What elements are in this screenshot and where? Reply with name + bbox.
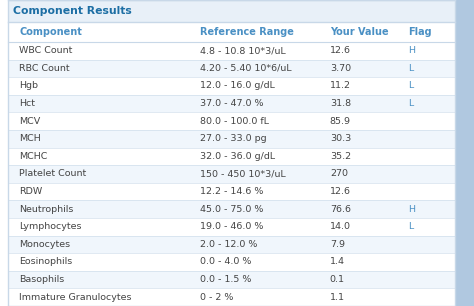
Text: Immature Granulocytes: Immature Granulocytes: [19, 293, 132, 302]
Text: 85.9: 85.9: [330, 117, 351, 126]
Text: Reference Range: Reference Range: [200, 27, 294, 37]
Text: H: H: [408, 205, 415, 214]
Bar: [8, 147, 455, 165]
Text: 12.2 - 14.6 %: 12.2 - 14.6 %: [200, 187, 264, 196]
Text: 1.4: 1.4: [330, 258, 345, 267]
Text: L: L: [408, 99, 413, 108]
Bar: [8, 42, 455, 60]
Bar: [455, 0, 474, 306]
Text: Hct: Hct: [19, 99, 35, 108]
Text: L: L: [408, 222, 413, 231]
Text: 12.6: 12.6: [330, 46, 351, 55]
Bar: [8, 236, 455, 253]
Text: RBC Count: RBC Count: [19, 64, 70, 73]
Text: Component: Component: [19, 27, 82, 37]
Bar: [8, 112, 455, 130]
Bar: [8, 77, 455, 95]
Text: Platelet Count: Platelet Count: [19, 170, 86, 178]
Text: 4.20 - 5.40 10*6/uL: 4.20 - 5.40 10*6/uL: [200, 64, 292, 73]
Bar: [8, 95, 455, 112]
Text: Your Value: Your Value: [330, 27, 389, 37]
Text: Monocytes: Monocytes: [19, 240, 70, 249]
Text: WBC Count: WBC Count: [19, 46, 73, 55]
Text: 1.1: 1.1: [330, 293, 345, 302]
Bar: [8, 218, 455, 236]
Text: 0.0 - 4.0 %: 0.0 - 4.0 %: [200, 258, 252, 267]
Text: 30.3: 30.3: [330, 134, 351, 143]
Bar: [8, 22, 455, 42]
Bar: [8, 183, 455, 200]
Bar: [8, 130, 455, 147]
Text: MCHC: MCHC: [19, 152, 47, 161]
Text: 12.6: 12.6: [330, 187, 351, 196]
Text: 7.9: 7.9: [330, 240, 345, 249]
Text: L: L: [408, 81, 413, 91]
Text: 12.0 - 16.0 g/dL: 12.0 - 16.0 g/dL: [200, 81, 275, 91]
Text: Basophils: Basophils: [19, 275, 64, 284]
Text: 0 - 2 %: 0 - 2 %: [200, 293, 234, 302]
Text: 150 - 450 10*3/uL: 150 - 450 10*3/uL: [200, 170, 286, 178]
Text: 80.0 - 100.0 fL: 80.0 - 100.0 fL: [200, 117, 269, 126]
Bar: [8, 165, 455, 183]
Text: 4.8 - 10.8 10*3/uL: 4.8 - 10.8 10*3/uL: [200, 46, 286, 55]
Bar: [8, 288, 455, 306]
Text: Hgb: Hgb: [19, 81, 38, 91]
Text: 3.70: 3.70: [330, 64, 351, 73]
Bar: [8, 271, 455, 288]
Text: Component Results: Component Results: [13, 6, 132, 16]
Bar: [8, 60, 455, 77]
Text: L: L: [408, 64, 413, 73]
Text: Flag: Flag: [408, 27, 432, 37]
Text: Eosinophils: Eosinophils: [19, 258, 73, 267]
Text: 0.0 - 1.5 %: 0.0 - 1.5 %: [200, 275, 252, 284]
Bar: [8, 253, 455, 271]
Text: 0.1: 0.1: [330, 275, 345, 284]
Text: 45.0 - 75.0 %: 45.0 - 75.0 %: [200, 205, 264, 214]
Text: 2.0 - 12.0 %: 2.0 - 12.0 %: [200, 240, 257, 249]
Text: 76.6: 76.6: [330, 205, 351, 214]
Bar: [8, 200, 455, 218]
Text: H: H: [408, 46, 415, 55]
Bar: [8, 0, 455, 22]
Text: 19.0 - 46.0 %: 19.0 - 46.0 %: [200, 222, 264, 231]
Text: MCH: MCH: [19, 134, 41, 143]
Text: 31.8: 31.8: [330, 99, 351, 108]
Text: 270: 270: [330, 170, 348, 178]
Text: RDW: RDW: [19, 187, 43, 196]
Text: MCV: MCV: [19, 117, 40, 126]
Text: 11.2: 11.2: [330, 81, 351, 91]
Text: 14.0: 14.0: [330, 222, 351, 231]
Text: 35.2: 35.2: [330, 152, 351, 161]
Text: Lymphocytes: Lymphocytes: [19, 222, 82, 231]
Text: 27.0 - 33.0 pg: 27.0 - 33.0 pg: [200, 134, 267, 143]
Text: 37.0 - 47.0 %: 37.0 - 47.0 %: [200, 99, 264, 108]
Text: 32.0 - 36.0 g/dL: 32.0 - 36.0 g/dL: [200, 152, 275, 161]
Text: Neutrophils: Neutrophils: [19, 205, 73, 214]
